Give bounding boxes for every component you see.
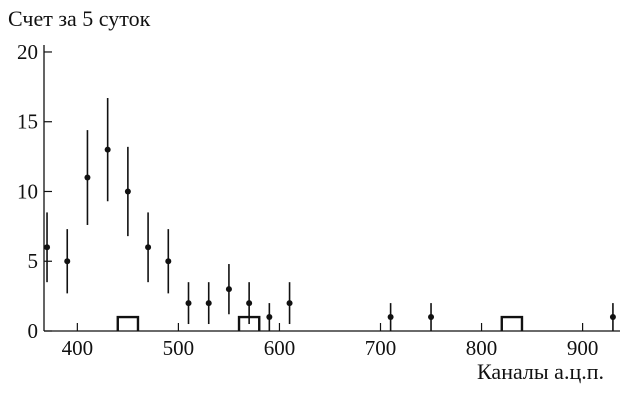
x-tick-label: 400	[62, 336, 94, 360]
data-point	[145, 244, 152, 251]
x-tick-label: 600	[264, 336, 296, 360]
x-tick-label: 900	[567, 336, 599, 360]
data-point	[225, 286, 232, 293]
data-point	[44, 244, 51, 251]
y-tick-label: 10	[17, 179, 38, 203]
data-points	[44, 98, 616, 331]
data-point	[266, 314, 273, 321]
data-point	[609, 314, 616, 321]
data-point	[84, 174, 91, 181]
data-point	[64, 258, 71, 265]
bar-mark	[500, 315, 524, 331]
data-point	[124, 188, 131, 195]
y-tick-label: 5	[28, 249, 39, 273]
data-point	[387, 314, 394, 321]
x-axis-label: Каналы а.ц.п.	[477, 359, 604, 384]
bar-mark	[116, 315, 140, 331]
data-point	[205, 300, 212, 307]
y-tick-label: 20	[17, 40, 38, 64]
data-point	[165, 258, 172, 265]
data-point	[428, 314, 435, 321]
x-tick-label: 800	[466, 336, 498, 360]
data-point	[286, 300, 293, 307]
x-tick-label: 700	[365, 336, 397, 360]
chart-title: Счет за 5 суток	[8, 6, 151, 31]
y-tick-label: 0	[28, 319, 39, 343]
data-point	[185, 300, 192, 307]
data-point	[246, 300, 253, 307]
x-tick-label: 500	[163, 336, 195, 360]
y-ticks: 0 5 10 15 20	[17, 40, 52, 343]
data-point	[104, 146, 111, 153]
y-tick-label: 15	[17, 110, 38, 134]
x-ticks: 400 500 600 700 800 900	[62, 323, 599, 360]
